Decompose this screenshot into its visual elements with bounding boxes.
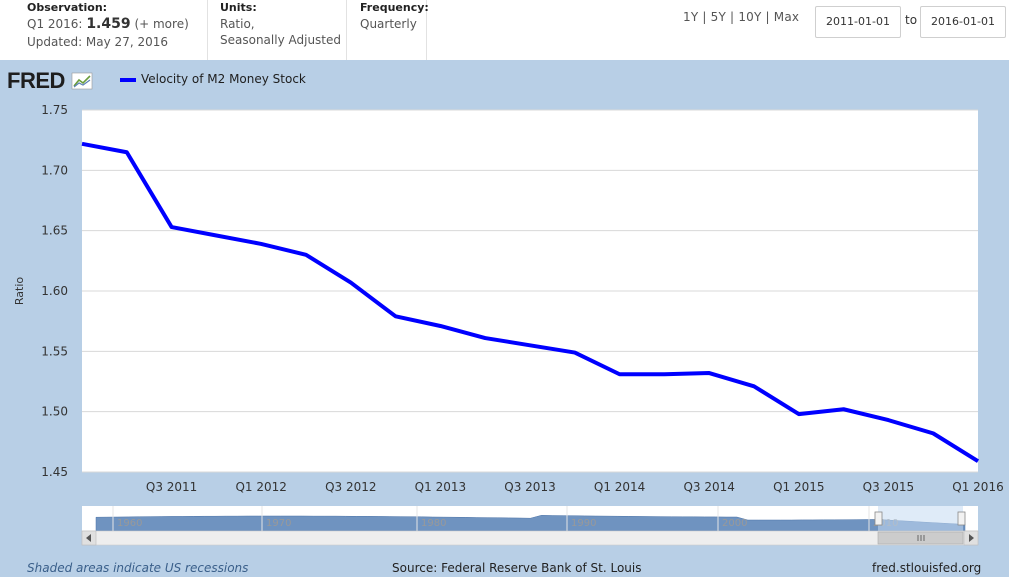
range-links: 1Y | 5Y | 10Y | Max [683,10,800,24]
y-tick-label: 1.70 [41,163,68,177]
navigator-tick-label: 1960 [117,518,142,529]
chevron-left-icon [86,534,91,542]
y-axis-label: Ratio [13,277,26,306]
scrollbar[interactable] [81,530,979,546]
observation-value: 1.459 [86,16,131,32]
frequency-label: Frequency: [360,1,429,14]
observation-label: Observation: [27,1,108,14]
x-tick-label: Q3 2013 [504,480,555,494]
navigator-tick-label: 2000 [722,518,747,529]
fred-logo-graph-icon [71,72,92,90]
frequency-value: Quarterly [360,17,417,31]
navigator-tick-label: 1980 [421,518,446,529]
y-tick-label: 1.65 [41,224,68,238]
units-line1: Ratio, [220,17,255,31]
y-tick-label: 1.45 [41,465,68,479]
range-5y-link[interactable]: 5Y [710,10,727,24]
x-tick-label: Q1 2013 [415,480,466,494]
legend-label: Velocity of M2 Money Stock [141,72,306,86]
y-tick-label: 1.60 [41,284,68,298]
fred-logo: FRED [7,68,93,94]
range-1y-link[interactable]: 1Y [683,10,699,24]
chevron-right-icon [969,534,974,542]
units-box: Units: Ratio, Seasonally Adjusted [208,0,347,60]
y-tick-label: 1.75 [41,103,68,117]
legend-swatch [120,77,136,82]
range-max-link[interactable]: Max [773,10,800,24]
source-note: Source: Federal Reserve Bank of St. Loui… [392,561,642,575]
frequency-box: Frequency: Quarterly [347,0,429,60]
x-tick-label: Q3 2015 [863,480,914,494]
x-tick-label: Q1 2015 [773,480,824,494]
grip-icon [917,535,925,541]
units-line2: Seasonally Adjusted [220,33,342,47]
navigator-area [95,515,966,532]
navigator-tick-label: 1990 [571,518,596,529]
x-tick-label: Q3 2014 [683,480,734,494]
navigator[interactable]: 196019701980199020002010 [82,506,978,532]
x-tick-label: Q1 2014 [594,480,645,494]
fred-logo-text: FRED [7,68,65,93]
start-date-input[interactable] [815,6,901,38]
x-tick-label: Q3 2012 [325,480,376,494]
range-10y-link[interactable]: 10Y [738,10,762,24]
navigator-selection [878,506,963,531]
updated-date: Updated: May 27, 2016 [27,35,168,49]
navigator-left-handle[interactable] [874,511,883,526]
legend: Velocity of M2 Money Stock [120,72,306,86]
grid-lines [82,109,978,473]
x-tick-label: Q1 2012 [235,480,286,494]
navigator-right-handle[interactable] [957,511,966,526]
units-label: Units: [220,1,257,14]
y-axis-ticks: 1.75 1.70 1.65 1.60 1.55 1.50 1.45 [41,103,68,479]
x-tick-label: Q1 2016 [952,480,1003,494]
to-label: to [905,13,918,27]
x-tick-label: Q3 2011 [146,480,197,494]
navigator-tick-label: 1970 [266,518,291,529]
series-line [81,141,980,463]
toolbar: Observation: Q1 2016: 1.459 (+ more) Upd… [0,0,1009,60]
site-link[interactable]: fred.stlouisfed.org [872,561,982,575]
observation-box: Observation: Q1 2016: 1.459 (+ more) Upd… [0,0,208,60]
recessions-note: Shaded areas indicate US recessions [27,561,249,575]
observation-period: Q1 2016: [27,17,83,31]
end-date-input[interactable] [920,6,1006,38]
observation-more-link[interactable]: (+ more) [134,17,189,31]
scrollbar-track[interactable] [81,530,979,546]
x-axis-ticks: Q3 2011 Q1 2012 Q3 2012 Q1 2013 Q3 2013 Q1 20… [146,480,1004,494]
y-tick-label: 1.55 [41,344,68,358]
y-tick-label: 1.50 [41,405,68,419]
